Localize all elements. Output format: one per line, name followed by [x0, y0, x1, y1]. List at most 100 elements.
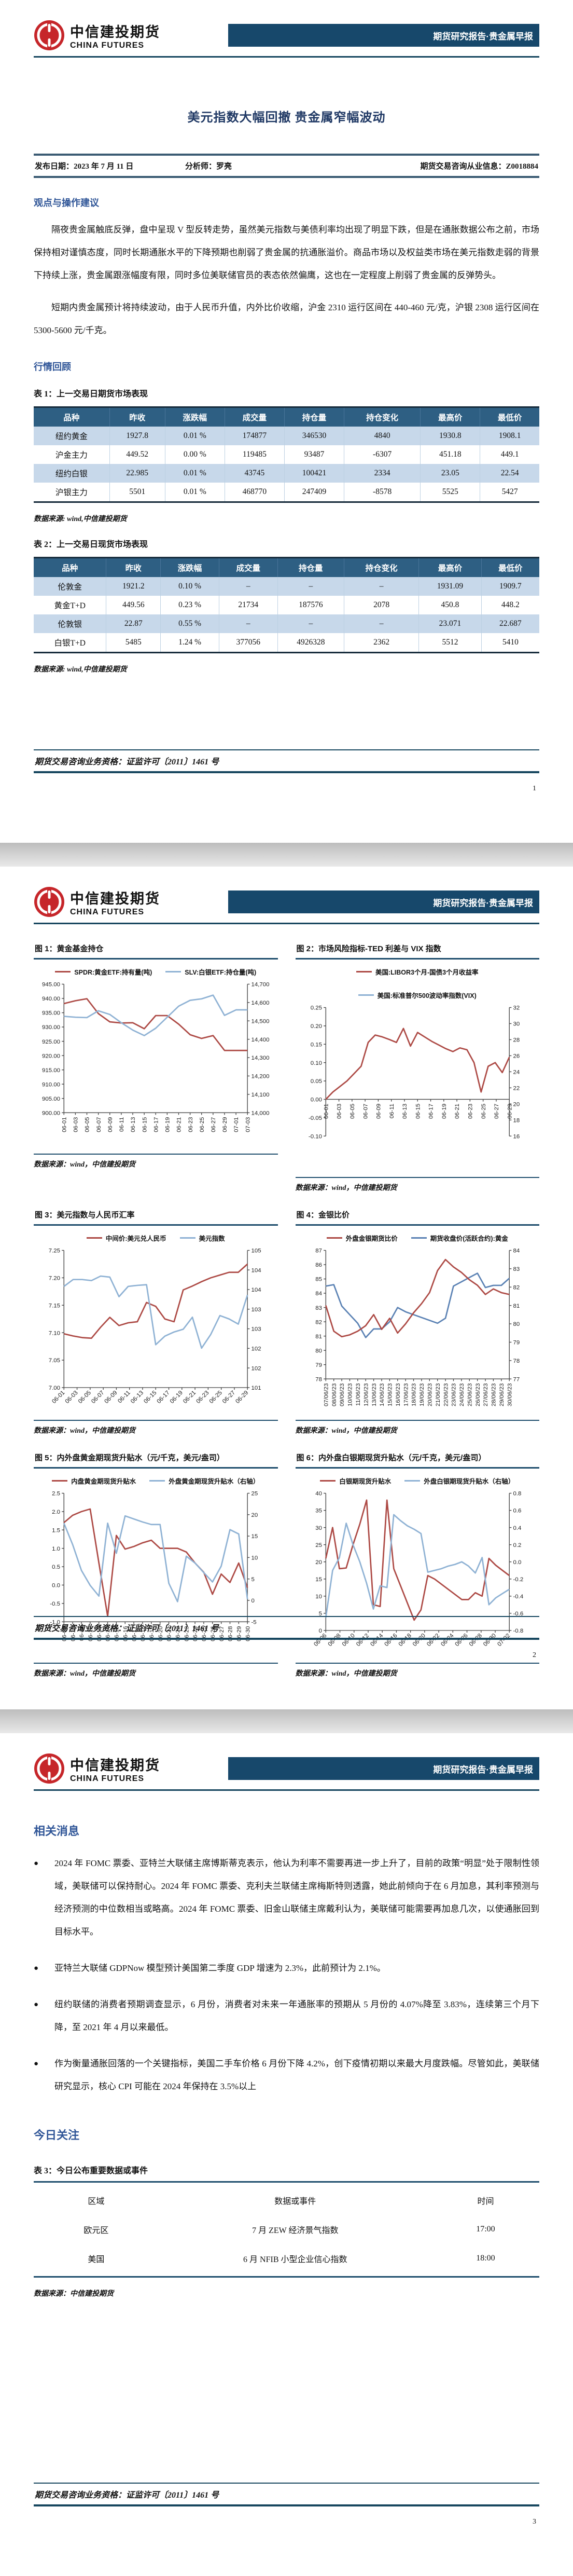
svg-text:-1.0: -1.0 [50, 1620, 60, 1626]
svg-text:5: 5 [251, 1577, 254, 1583]
svg-text:-0.10: -0.10 [308, 1133, 322, 1140]
svg-text:14,600: 14,600 [251, 1000, 269, 1006]
brand-name-en: CHINA FUTURES [70, 1774, 145, 1783]
table-header-row: 区域 数据或事件 时间 [54, 2186, 519, 2215]
figure-chart: 7.00 7.05 7.10 7.15 7.20 7.25 101 102 102 103 103 1… [49, 1248, 261, 1405]
svg-text:06-30: 06-30 [245, 1626, 251, 1641]
svg-text:0.0: 0.0 [52, 1583, 60, 1589]
svg-text:06-20: 06-20 [158, 1626, 164, 1641]
svg-text:06-07: 06-07 [96, 1117, 102, 1132]
table-cell: 1909.7 [481, 577, 539, 596]
bullet-icon: ● [34, 1859, 39, 1868]
svg-text:16: 16 [513, 1133, 520, 1140]
svg-text:06-13: 06-13 [130, 1390, 145, 1405]
svg-text:-0.5: -0.5 [50, 1601, 60, 1607]
svg-text:17/06/23: 17/06/23 [403, 1383, 409, 1407]
svg-text:06-13: 06-13 [130, 1117, 136, 1132]
legend-item: 中间价:美元兑人民币 [86, 1233, 166, 1243]
svg-text:79: 79 [315, 1362, 322, 1368]
table-cell: 22.54 [480, 464, 539, 483]
table-cell: 1930.8 [420, 427, 480, 445]
legend-swatch-icon [356, 971, 372, 972]
svg-text:78: 78 [513, 1358, 520, 1364]
svg-text:935.00: 935.00 [42, 1010, 60, 1017]
svg-text:06-16: 06-16 [122, 1626, 129, 1641]
svg-text:0: 0 [318, 1628, 322, 1634]
legend-item: 外盘黄金期现货升贴水（右轴） [149, 1476, 259, 1486]
figure-chart: -1.0 -0.5 0.0 0.5 1.0 1.5 2.0 2.5 -5 0 5 10 15 20 25 06… [50, 1491, 258, 1641]
table-cell: 17:00 [476, 2225, 495, 2234]
svg-text:103: 103 [251, 1307, 261, 1313]
table-header-row: 品种 昨收 涨跌幅 成交量 持仓量 持仓变化 最高价 最低价 [34, 407, 539, 427]
table-cell: 0.55 % [160, 614, 219, 633]
svg-text:26: 26 [513, 1053, 520, 1060]
svg-text:26/06/23: 26/06/23 [474, 1383, 481, 1407]
legend-item: 外盘白银期现货升贴水（右轴） [404, 1476, 514, 1486]
svg-text:0.00: 0.00 [310, 1097, 322, 1103]
svg-text:20: 20 [251, 1512, 258, 1518]
svg-text:06-19: 06-19 [165, 1117, 171, 1132]
svg-text:16/06/23: 16/06/23 [395, 1383, 401, 1407]
table-cell: – [218, 577, 278, 596]
svg-text:08/06/23: 08/06/23 [331, 1383, 337, 1407]
svg-text:18/06/23: 18/06/23 [411, 1383, 417, 1407]
chart-series-line [325, 1258, 510, 1338]
svg-text:14,200: 14,200 [251, 1074, 269, 1080]
svg-text:18: 18 [513, 1117, 520, 1123]
table-cell: 449.56 [106, 596, 161, 614]
report-banner-text: 期货研究报告·贵金属早报 [433, 31, 533, 42]
opinion-paragraph-1: 隔夜贵金属触底反弹，盘中呈现 V 型反转走势，虽然美元指数与美债利率均出现了明显… [34, 225, 539, 280]
report-header: 中信建投期货 CHINA FUTURES 期货研究报告·贵金属早报 [34, 886, 539, 917]
table-cell: 0.01 % [164, 464, 225, 483]
table-cell: 449.52 [109, 445, 165, 464]
svg-text:06-05: 06-05 [350, 1104, 356, 1119]
column-header: 最高价 [418, 557, 482, 577]
svg-text:24: 24 [513, 1070, 520, 1076]
svg-text:102: 102 [251, 1365, 261, 1372]
footer-license: 期货交易咨询业务资格：证监许可〔2011〕1461 号 [34, 1616, 539, 1640]
brand-logo: 中信建投期货 CHINA FUTURES [34, 1753, 181, 1784]
table3-source: 数据来源：中信建投期货 [34, 2290, 114, 2298]
table-row: 纽约黄金 1927.8 0.01 % 174877 346530 4840 1930.8 19… [34, 427, 539, 445]
svg-text:28/06/23: 28/06/23 [491, 1383, 497, 1407]
table-cell: 377056 [218, 633, 278, 653]
legend-label: 中间价:美元兑人民币 [105, 1235, 166, 1243]
citic-logo-icon [34, 20, 64, 50]
svg-text:14,400: 14,400 [251, 1037, 269, 1043]
svg-text:06-19: 06-19 [441, 1104, 447, 1119]
svg-text:920.00: 920.00 [42, 1053, 60, 1059]
table-cell: 451.18 [420, 445, 480, 464]
svg-text:0: 0 [251, 1598, 254, 1604]
svg-text:19/06/23: 19/06/23 [419, 1383, 425, 1407]
column-header: 持仓量 [277, 557, 344, 577]
svg-text:22/06/23: 22/06/23 [443, 1383, 449, 1407]
column-header: 持仓变化 [344, 407, 421, 427]
chart-series-line [63, 1275, 248, 1349]
figure: 图 3：美元指数与人民币汇率 中间价:美元兑人民币 美元指数 7.00 7.05 7.10… [34, 1206, 278, 1435]
svg-text:06-13: 06-13 [402, 1104, 408, 1119]
table-cell: 1927.8 [109, 427, 165, 445]
svg-text:06-26: 06-26 [210, 1626, 216, 1641]
svg-text:2.0: 2.0 [52, 1509, 60, 1515]
bullet-text: 亚特兰大联储 GDPNow 模型预计美国第二季度 GDP 增速为 2.3%，此前… [54, 1963, 386, 1973]
legend-swatch-icon [326, 1237, 342, 1239]
svg-text:30: 30 [513, 1021, 520, 1027]
table-cell: -6307 [344, 445, 421, 464]
figure: 图 4：金银比价 外盘金银期货比价 期货收盘价(活跃合约):黄金 78 79 80 81 82… [295, 1206, 540, 1435]
legend-label: 内盘黄金期现货升贴水 [71, 1478, 136, 1486]
svg-text:14,000: 14,000 [251, 1110, 269, 1116]
svg-text:06-29: 06-29 [236, 1626, 243, 1641]
chart-series-line [325, 1499, 510, 1621]
table-cell: 白银T+D [54, 639, 86, 648]
table-header-row: 品种 昨收 涨跌幅 成交量 持仓量 持仓变化 最高价 最低价 [34, 557, 539, 577]
table-row: 黄金T+D 449.56 0.23 % 21734 187576 2078 450.8 448… [34, 596, 539, 614]
svg-text:06-29: 06-29 [222, 1117, 228, 1132]
svg-text:105: 105 [251, 1248, 261, 1254]
svg-text:21/06/23: 21/06/23 [435, 1383, 441, 1407]
figure-legend: 外盘金银期货比价 期货收盘价(活跃合约):黄金 [296, 1233, 540, 1243]
news-bullet: ● 亚特兰大联储 GDPNow 模型预计美国第二季度 GDP 增速为 2.3%，此… [34, 1957, 539, 1980]
legend-swatch-icon [55, 971, 71, 972]
svg-text:06-09: 06-09 [61, 1626, 67, 1641]
table-cell: 346530 [284, 427, 344, 445]
table-cell: 0.10 % [160, 577, 219, 596]
